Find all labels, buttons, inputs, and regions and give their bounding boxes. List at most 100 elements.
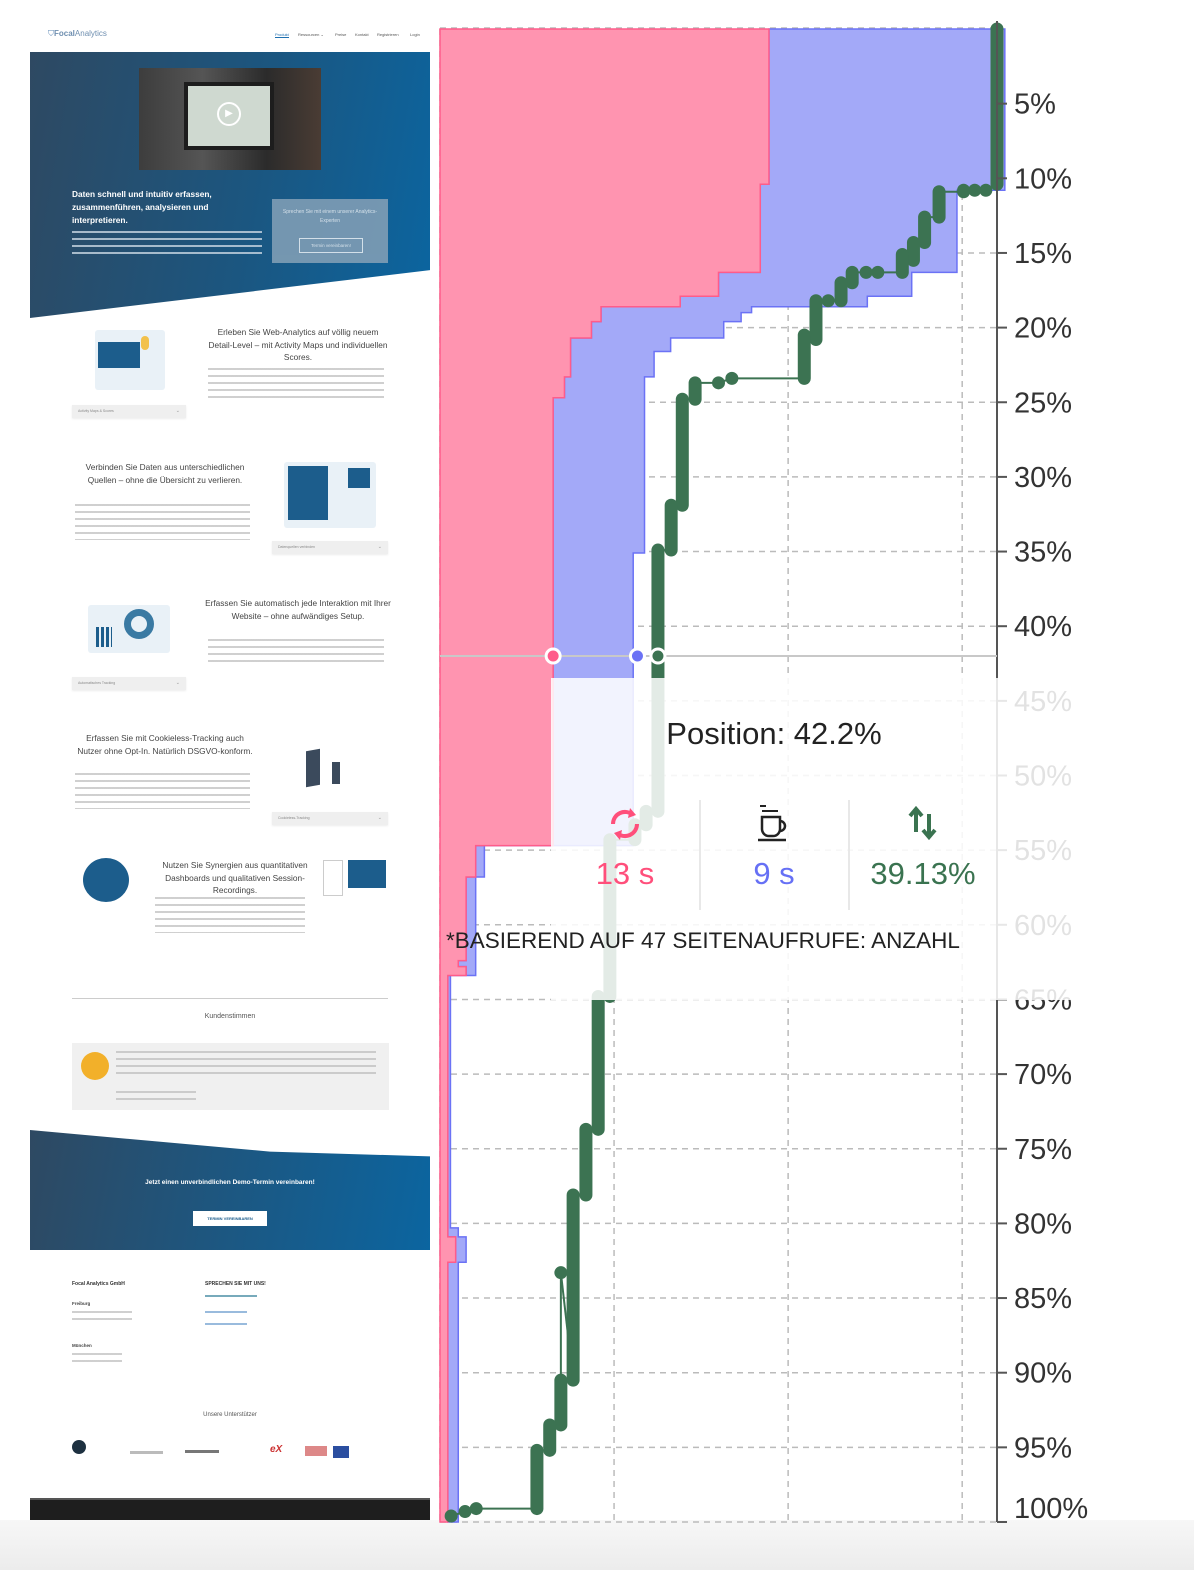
section-heading: Erfassen Sie automatisch jede Interaktio… xyxy=(205,598,391,621)
dropdown-label: Datenquellen verbinden xyxy=(278,545,315,549)
nav-item[interactable]: Preise xyxy=(335,32,347,37)
footer-company: Focal Analytics GmbH xyxy=(72,1281,125,1287)
supporter-logo xyxy=(305,1446,327,1456)
testimonial-text xyxy=(116,1051,376,1075)
divider xyxy=(72,998,388,999)
logo-icon: ⛉ xyxy=(48,29,54,38)
hero-headline: Daten schnell und intuitiv erfassen, zus… xyxy=(72,189,212,225)
footer-bar xyxy=(30,1498,430,1520)
y-tick-label: 75% xyxy=(1014,1134,1072,1166)
chevron-down-icon: ⌄ xyxy=(377,815,382,821)
section-body-text xyxy=(208,639,384,667)
section-dropdown[interactable]: Activity Maps & Scores ⌄ xyxy=(72,405,186,418)
dropdown-label: Cookieless-Tracking xyxy=(278,816,310,820)
chevron-down-icon: ⌄ xyxy=(175,408,180,414)
tooltip xyxy=(551,678,1194,1000)
footer-contact-title: SPRECHEN SIE MIT UNS! xyxy=(205,1281,266,1287)
section-body-text xyxy=(75,773,250,809)
hover-dot-green[interactable] xyxy=(649,647,667,665)
site-logo[interactable]: ⛉FocalAnalytics xyxy=(48,29,107,39)
tooltip-value: 39.13% xyxy=(870,856,976,891)
hover-dot-pink[interactable] xyxy=(544,647,562,665)
section-dropdown[interactable]: Datenquellen verbinden ⌄ xyxy=(272,541,388,554)
hero-video[interactable]: ▶ xyxy=(139,68,321,170)
nav-item[interactable]: Ressourcen ⌄ xyxy=(298,32,324,37)
hero-cta-button[interactable]: Termin vereinbaren! xyxy=(299,238,363,253)
testimonial-avatar xyxy=(81,1052,109,1080)
cta-button[interactable]: TERMIN VEREINBAREN xyxy=(193,1211,267,1226)
hero-cta-box: Sprechen Sie mit einem unserer Analytics… xyxy=(272,199,388,263)
section-heading: Erleben Sie Web-Analytics auf völlig neu… xyxy=(208,327,388,362)
tooltip-value: 9 s xyxy=(753,856,795,891)
section-body-text xyxy=(208,368,384,400)
testimonial-card xyxy=(72,1043,389,1110)
y-tick-label: 15% xyxy=(1014,238,1072,270)
chevron-down-icon: ⌄ xyxy=(377,544,382,550)
tooltip-footnote: *BASIEREND AUF 47 SEITENAUFRUFE: ANZAHL xyxy=(446,928,960,953)
footer-city: München xyxy=(72,1343,92,1348)
dropdown-label: Automatisches Tracking xyxy=(78,681,116,685)
section-body-text xyxy=(75,504,250,540)
y-tick-label: 20% xyxy=(1014,313,1072,345)
nav-item[interactable]: Login xyxy=(410,32,420,37)
y-tick-label: 25% xyxy=(1014,387,1072,419)
coffee-cup-icon xyxy=(700,796,848,852)
tooltip-metric-green: 39.13% xyxy=(849,796,997,892)
nav-item[interactable]: Kontakt xyxy=(355,32,369,37)
cta-headline: Jetzt einen unverbindlichen Demo-Termin … xyxy=(145,1179,315,1186)
phone-illustration xyxy=(332,762,340,784)
supporter-logo-eu xyxy=(333,1446,349,1458)
logo-text-light: Analytics xyxy=(74,29,107,38)
recordings-illustration xyxy=(83,858,129,902)
divider xyxy=(848,800,850,910)
divider xyxy=(699,800,701,910)
footer-address xyxy=(72,1353,122,1362)
y-tick-label: 80% xyxy=(1014,1208,1072,1240)
website-screenshot: ⛉FocalAnalytics Produkt Ressourcen ⌄ Pre… xyxy=(30,20,430,1520)
pink-area xyxy=(439,28,770,1523)
tracking-illustration xyxy=(88,605,170,653)
hover-marker[interactable] xyxy=(440,647,997,665)
supporters-title: Unsere Unterstützer xyxy=(203,1412,257,1418)
y-tick-label: 30% xyxy=(1014,462,1072,494)
tooltip-position: Position: 42.2% xyxy=(666,716,882,751)
section-heading: Verbinden Sie Daten aus unterschiedliche… xyxy=(85,462,245,485)
section-dropdown[interactable]: Cookieless-Tracking ⌄ xyxy=(272,812,388,825)
supporter-logo-exist: eX xyxy=(270,1444,283,1455)
play-icon[interactable]: ▶ xyxy=(217,102,241,126)
testimonials-title: Kundenstimmen xyxy=(204,1013,256,1020)
hover-dot-blue[interactable] xyxy=(628,647,646,665)
refresh-icon xyxy=(551,796,699,852)
footer-contact-links[interactable] xyxy=(205,1311,247,1331)
section-body-text xyxy=(155,897,305,933)
supporter-logo xyxy=(130,1451,163,1454)
section-dropdown[interactable]: Automatisches Tracking ⌄ xyxy=(72,677,186,690)
y-tick-label: 35% xyxy=(1014,537,1072,569)
nav-item[interactable]: Produkt xyxy=(275,32,289,38)
section-heading: Erfassen Sie mit Cookieless-Tracking auc… xyxy=(77,733,253,756)
y-tick-label: 100% xyxy=(1014,1493,1088,1525)
y-tick-label: 85% xyxy=(1014,1283,1072,1315)
nav-item[interactable]: Registrieren xyxy=(377,32,399,37)
y-tick-label: 95% xyxy=(1014,1432,1072,1464)
supporter-logo xyxy=(185,1450,219,1453)
tooltip-metric-pink: 13 s xyxy=(551,796,699,892)
reach-line xyxy=(444,22,1004,1523)
hero-body-text xyxy=(72,231,262,259)
up-down-arrows-icon xyxy=(849,796,997,852)
y-tick-label: 40% xyxy=(1014,611,1072,643)
logo-text-bold: Focal xyxy=(54,29,75,38)
activity-maps-illustration xyxy=(95,330,165,390)
y-tick-label: 10% xyxy=(1014,163,1072,195)
page-background xyxy=(0,1520,1194,1570)
chevron-down-icon: ⌄ xyxy=(175,680,180,686)
footer-city: Freiburg xyxy=(72,1301,91,1306)
y-tick-label: 70% xyxy=(1014,1059,1072,1091)
laptop-illustration xyxy=(348,860,386,888)
hero-cta-text: Sprechen Sie mit einem unserer Analytics… xyxy=(282,209,378,224)
supporter-logo xyxy=(72,1440,86,1454)
footer-email-link[interactable] xyxy=(205,1295,257,1297)
tooltip-metric-blue: 9 s xyxy=(700,796,848,892)
dropdown-label: Activity Maps & Scores xyxy=(78,409,114,413)
